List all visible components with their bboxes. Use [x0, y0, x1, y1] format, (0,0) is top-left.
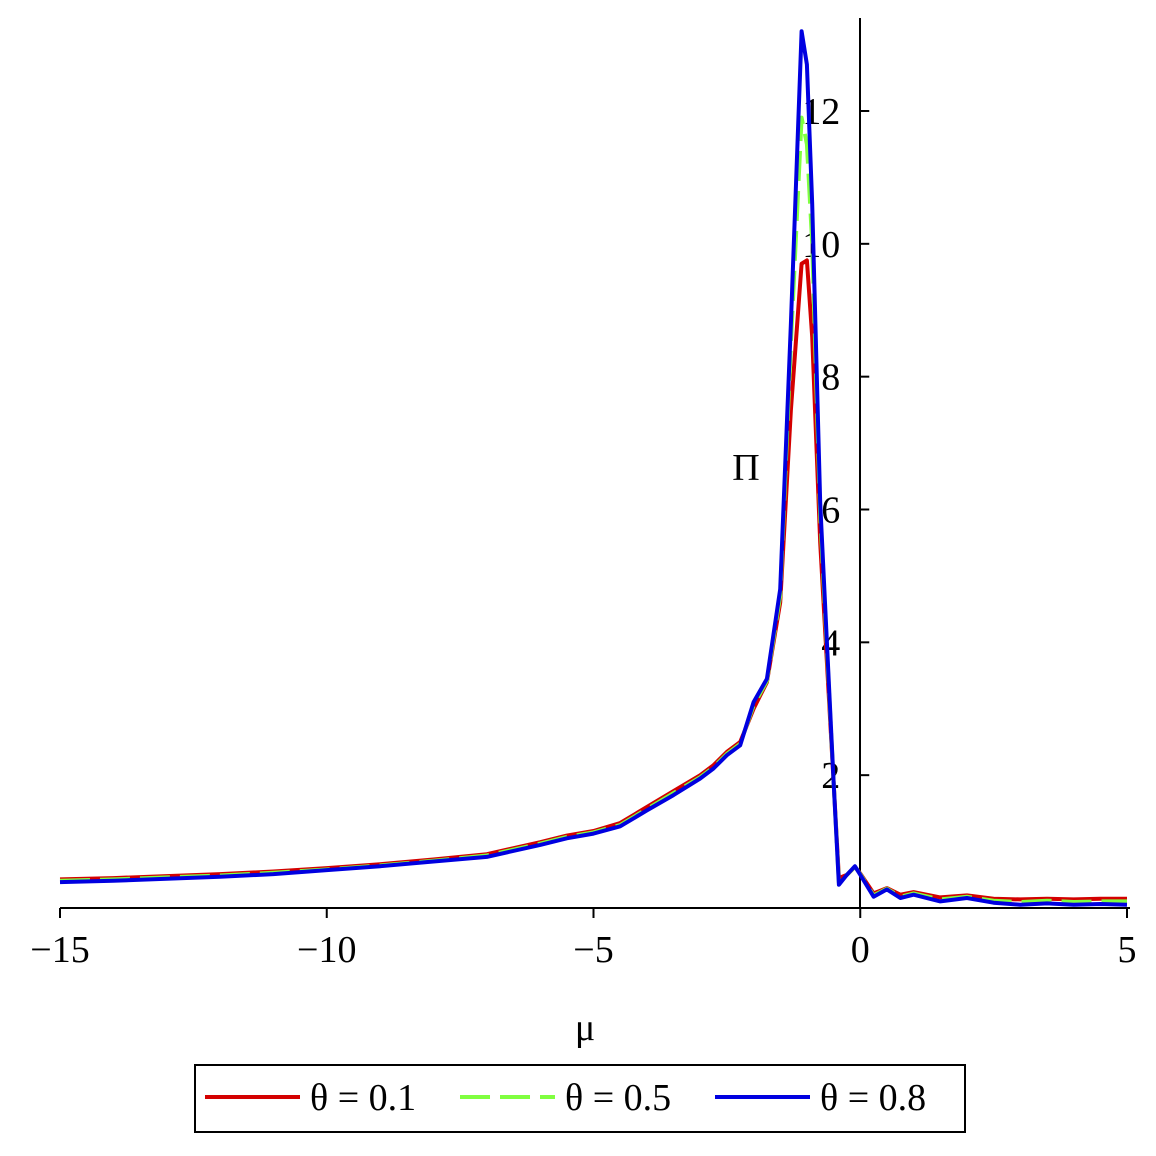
x-tick-label: 0 [851, 929, 870, 971]
x-axis-label: μ [575, 1007, 595, 1049]
y-tick-label: 6 [821, 489, 840, 531]
x-tick-label: 5 [1118, 929, 1137, 971]
legend-label: θ = 0.5 [565, 1077, 671, 1119]
x-tick-label: −10 [297, 929, 356, 971]
y-axis-label: Π [732, 447, 759, 489]
legend-label: θ = 0.8 [820, 1077, 926, 1119]
x-tick-label: −15 [30, 929, 89, 971]
series-line [59, 29, 1128, 907]
series-line [59, 115, 1127, 904]
series-line [59, 258, 1127, 902]
y-tick-label: 8 [821, 357, 840, 399]
x-tick-label: −5 [573, 929, 613, 971]
legend-box [194, 1064, 966, 1133]
legend-label: θ = 0.1 [310, 1077, 416, 1119]
y-tick-label: 10 [802, 224, 840, 266]
